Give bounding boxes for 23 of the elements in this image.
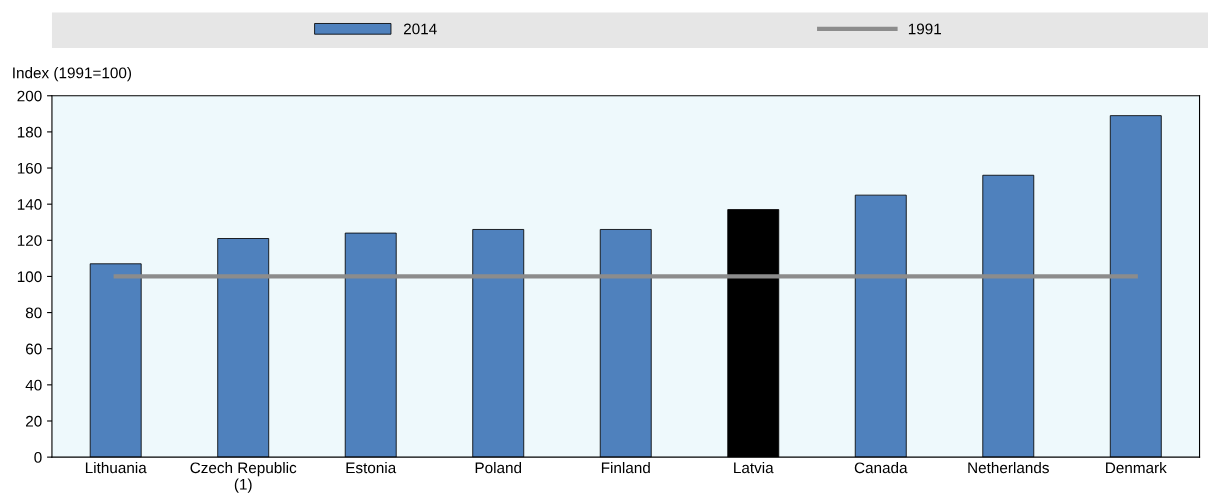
y-tick-label: 80	[25, 307, 42, 319]
x-tick-label: Denmark	[1106, 461, 1167, 474]
legend-label: 2014	[403, 23, 437, 35]
x-tick-label: Lithuania	[85, 461, 147, 474]
y-tick-label: 0	[34, 452, 42, 463]
y-tick-label: 200	[17, 90, 42, 102]
x-tick-label: Finland	[601, 461, 650, 474]
x-tick-label: Estonia	[346, 461, 397, 474]
x-tick-label: Netherlands	[968, 461, 1049, 474]
y-tick-label: 180	[17, 126, 42, 138]
y-tick-label: 160	[17, 162, 42, 174]
x-tick-label: Czech Republic (1)	[190, 461, 297, 493]
x-tick-label: Poland	[475, 461, 522, 474]
legend-label: 1991	[908, 23, 941, 35]
x-tick-label: Latvia	[734, 461, 774, 474]
y-axis-title: Index (1991=100)	[13, 67, 132, 82]
y-tick-label: 140	[17, 199, 42, 210]
y-tick-label: 20	[26, 415, 42, 427]
y-tick-label: 60	[26, 343, 42, 355]
y-tick-label: 120	[17, 235, 42, 246]
y-tick-label: 40	[25, 379, 42, 391]
y-tick-label: 100	[17, 271, 42, 283]
x-tick-label: Canada	[854, 461, 908, 474]
